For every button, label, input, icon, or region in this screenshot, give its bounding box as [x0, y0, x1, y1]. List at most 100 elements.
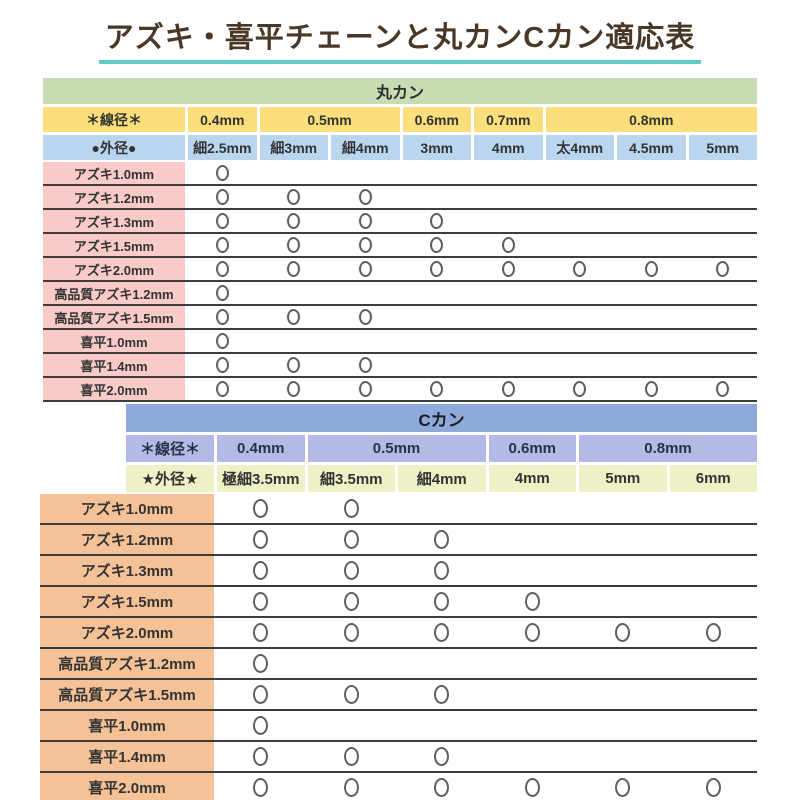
compat-circle-icon [644, 261, 658, 277]
ckan-wire-size: 0.6mm [488, 435, 576, 462]
marukan-mark-cell [331, 282, 400, 304]
marukan-table-row: アズキ1.0mm [43, 162, 757, 186]
compat-circle-icon [343, 747, 359, 766]
compat-circle-icon [215, 213, 229, 229]
ckan-row-label: アズキ2.0mm [40, 618, 214, 647]
marukan-mark-cell [546, 306, 615, 328]
ckan-mark-cell [579, 618, 667, 647]
marukan-mark-cell [188, 306, 257, 328]
marukan-mark-cell [188, 210, 257, 232]
ckan-mark-cell [489, 742, 577, 771]
marukan-mark-cell [260, 378, 329, 400]
marukan-mark-cell [617, 162, 686, 184]
compat-circle-icon [343, 561, 359, 580]
marukan-mark-cell [689, 378, 758, 400]
compat-circle-icon [343, 778, 359, 797]
marukan-wire-size: 0.8mm [545, 107, 757, 132]
marukan-mark-cell [403, 354, 472, 376]
compat-circle-icon [716, 381, 730, 397]
ckan-mark-cell [670, 680, 758, 709]
compat-circle-icon [287, 381, 301, 397]
ckan-mark-cell [489, 556, 577, 585]
ckan-mark-cell [489, 773, 577, 800]
ckan-outer-size: 5mm [579, 465, 667, 492]
marukan-mark-cell [617, 330, 686, 352]
marukan-mark-cell [188, 258, 257, 280]
compat-circle-icon [215, 189, 229, 205]
ckan-row-label: 喜平2.0mm [40, 773, 214, 800]
marukan-table-row: 喜平1.4mm [43, 354, 757, 378]
ckan-row-label: 喜平1.0mm [40, 711, 214, 740]
marukan-rows: アズキ1.0mm アズキ1.2mm アズキ1.3mm アズキ1.5mm アズキ2.0mm… [43, 162, 757, 402]
marukan-mark-cell [331, 258, 400, 280]
marukan-mark-cell [260, 282, 329, 304]
ckan-row-label: アズキ1.0mm [40, 494, 214, 523]
ckan-table-row: アズキ2.0mm [40, 618, 757, 649]
ckan-row-label: 高品質アズキ1.5mm [40, 680, 214, 709]
ckan-mark-cell [579, 680, 667, 709]
marukan-mark-cell [617, 282, 686, 304]
compat-circle-icon [573, 381, 587, 397]
compat-circle-icon [343, 685, 359, 704]
marukan-mark-cell [474, 162, 543, 184]
compat-circle-icon [430, 237, 444, 253]
marukan-mark-cell [617, 234, 686, 256]
marukan-row-label: 喜平1.0mm [43, 330, 185, 352]
ckan-mark-cell [670, 494, 758, 523]
compat-circle-icon [253, 716, 269, 735]
marukan-mark-cell [617, 258, 686, 280]
compat-circle-icon [501, 381, 515, 397]
marukan-table-row: 喜平2.0mm [43, 378, 757, 402]
compat-circle-icon [705, 623, 721, 642]
compat-circle-icon [253, 561, 269, 580]
ckan-row-label: アズキ1.5mm [40, 587, 214, 616]
marukan-wire-label: ＊線径＊ [43, 107, 185, 132]
ckan-mark-cell [489, 711, 577, 740]
ckan-wire-row: ＊線径＊ 0.4mm 0.5mm 0.6mm 0.8mm [126, 435, 757, 462]
ckan-outer-row: ★外径★ 極細3.5mm 細3.5mm 細4mm 4mm 5mm 6mm [126, 465, 757, 492]
marukan-wire-size: 0.4mm [188, 107, 257, 132]
compat-circle-icon [253, 530, 269, 549]
compat-circle-icon [434, 623, 450, 642]
ckan-mark-cell [308, 494, 396, 523]
marukan-row-label: アズキ1.3mm [43, 210, 185, 232]
ckan-mark-cell [670, 742, 758, 771]
compat-circle-icon [358, 309, 372, 325]
marukan-mark-cell [689, 282, 758, 304]
ckan-mark-cell [398, 525, 486, 554]
marukan-mark-cell [689, 306, 758, 328]
marukan-outer-size: 4mm [474, 135, 543, 160]
compat-circle-icon [253, 592, 269, 611]
marukan-mark-cell [689, 210, 758, 232]
compat-circle-icon [501, 237, 515, 253]
ckan-header-bar: Cカン [126, 404, 757, 432]
ckan-mark-cell [489, 649, 577, 678]
marukan-table-row: 高品質アズキ1.2mm [43, 282, 757, 306]
page-title-wrap: アズキ・喜平チェーンと丸カンCカン適応表 [0, 14, 800, 64]
marukan-mark-cell [546, 330, 615, 352]
compat-circle-icon [215, 237, 229, 253]
compat-circle-icon [358, 261, 372, 277]
compat-circle-icon [434, 747, 450, 766]
ckan-mark-cell [579, 711, 667, 740]
marukan-mark-cell [546, 258, 615, 280]
compat-circle-icon [253, 623, 269, 642]
ckan-wire-size: 0.5mm [307, 435, 486, 462]
ckan-table-row: 高品質アズキ1.2mm [40, 649, 757, 680]
marukan-mark-cell [403, 258, 472, 280]
compat-circle-icon [644, 381, 658, 397]
marukan-wire-size: 0.6mm [402, 107, 471, 132]
compat-circle-icon [215, 357, 229, 373]
compat-circle-icon [524, 623, 540, 642]
ckan-mark-cell [217, 618, 305, 647]
ckan-mark-cell [398, 556, 486, 585]
ckan-mark-cell [579, 556, 667, 585]
marukan-mark-cell [689, 162, 758, 184]
compat-circle-icon [358, 189, 372, 205]
ckan-outer-size: 細3.5mm [307, 465, 395, 492]
marukan-table-row: 高品質アズキ1.5mm [43, 306, 757, 330]
compat-circle-icon [287, 213, 301, 229]
ckan-mark-cell [217, 649, 305, 678]
compat-circle-icon [358, 213, 372, 229]
ckan-outer-size: 4mm [488, 465, 576, 492]
